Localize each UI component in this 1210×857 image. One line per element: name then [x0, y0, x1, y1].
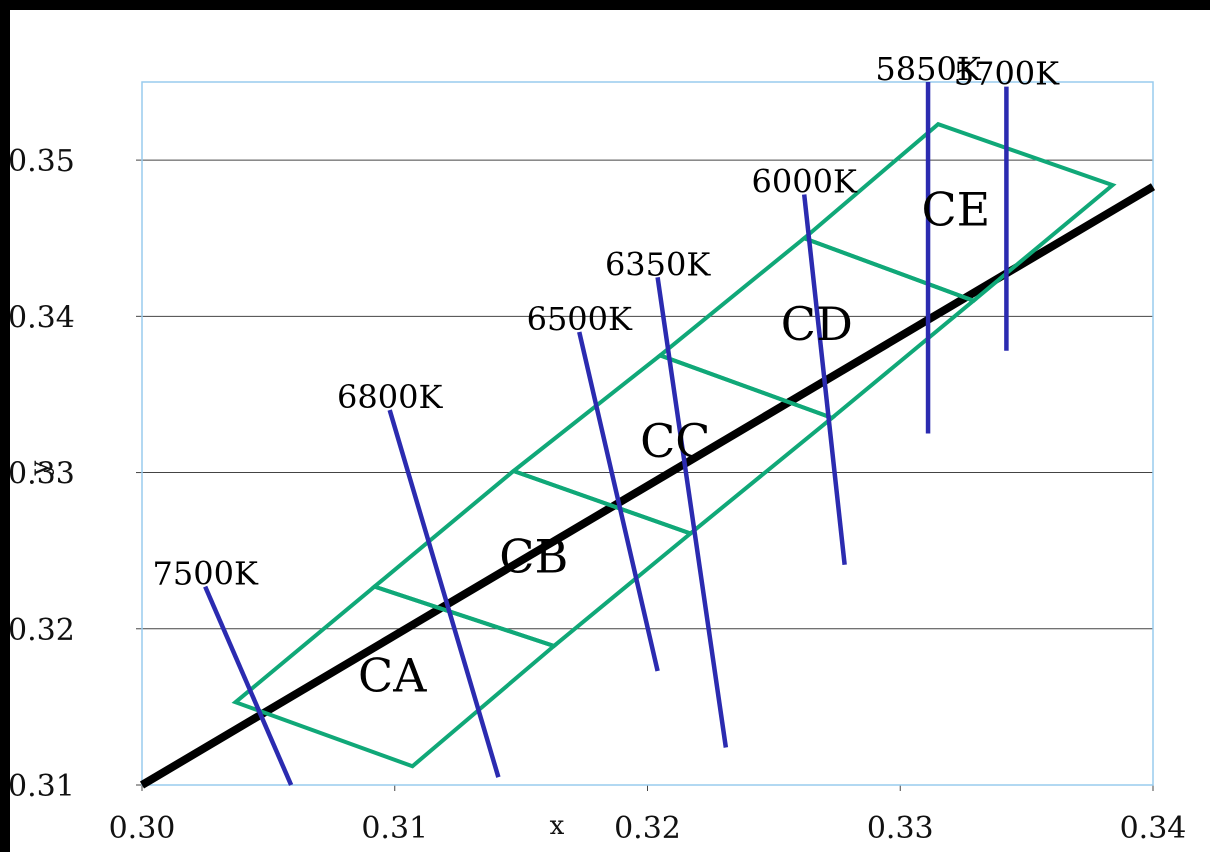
y-tick-label-0: 0.31: [8, 769, 75, 804]
x-tick-label-1: 0.31: [361, 811, 428, 846]
x-axis-title: x: [550, 811, 565, 841]
label-layer: CA CB CC CD CE 7500K 6800K 6500K 6350K 6000K 5850K…: [153, 50, 1061, 702]
isotherm-label-5700k: 5700K: [954, 55, 1060, 93]
isotherm-label-6500k: 6500K: [527, 300, 633, 338]
y-tick-label-4: 0.35: [8, 144, 75, 179]
x-tick-label-3: 0.33: [867, 811, 934, 846]
y-axis-title: y: [25, 460, 55, 476]
planckian-locus-line: [139, 183, 1156, 789]
isotherm-label-6000k: 6000K: [752, 162, 858, 200]
bin-label-cc: CC: [640, 414, 710, 468]
isotherm-layer: [203, 82, 1009, 786]
y-tick-labels: 0.31 0.32 0.33 0.34 0.35: [8, 144, 75, 804]
isotherm-7500k: [203, 585, 294, 786]
bin-ce: [800, 121, 1117, 303]
x-tick-label-2: 0.32: [614, 811, 681, 846]
planckian-locus-layer: [139, 183, 1156, 789]
plot-area-border: [141, 81, 1154, 786]
y-tick-label-1: 0.32: [8, 613, 75, 648]
bin-label-cd: CD: [781, 297, 853, 351]
isotherm-label-6800k: 6800K: [337, 378, 443, 416]
bin-label-ce: CE: [921, 183, 990, 237]
x-tick-label-4: 0.34: [1120, 811, 1187, 846]
bin-layer: [231, 121, 1117, 769]
bin-label-cb: CB: [499, 530, 568, 584]
isotherm-label-6350k: 6350K: [605, 245, 711, 283]
isotherm-6000k: [801, 194, 847, 565]
isotherm-6500k: [577, 331, 660, 672]
bin-label-ca: CA: [358, 648, 427, 702]
isotherm-label-7500k: 7500K: [153, 555, 259, 593]
y-tick-label-3: 0.34: [8, 300, 75, 335]
isotherm-6350k: [655, 276, 729, 748]
isotherm-label-5850k: 5850K: [875, 50, 981, 88]
x-tick-labels: 0.30 0.31 0.32 0.33 0.34: [109, 811, 1187, 846]
x-tick-label-0: 0.30: [109, 811, 176, 846]
isotherm-6800k: [387, 409, 501, 778]
y-tick-label-2: 0.33: [8, 457, 75, 492]
